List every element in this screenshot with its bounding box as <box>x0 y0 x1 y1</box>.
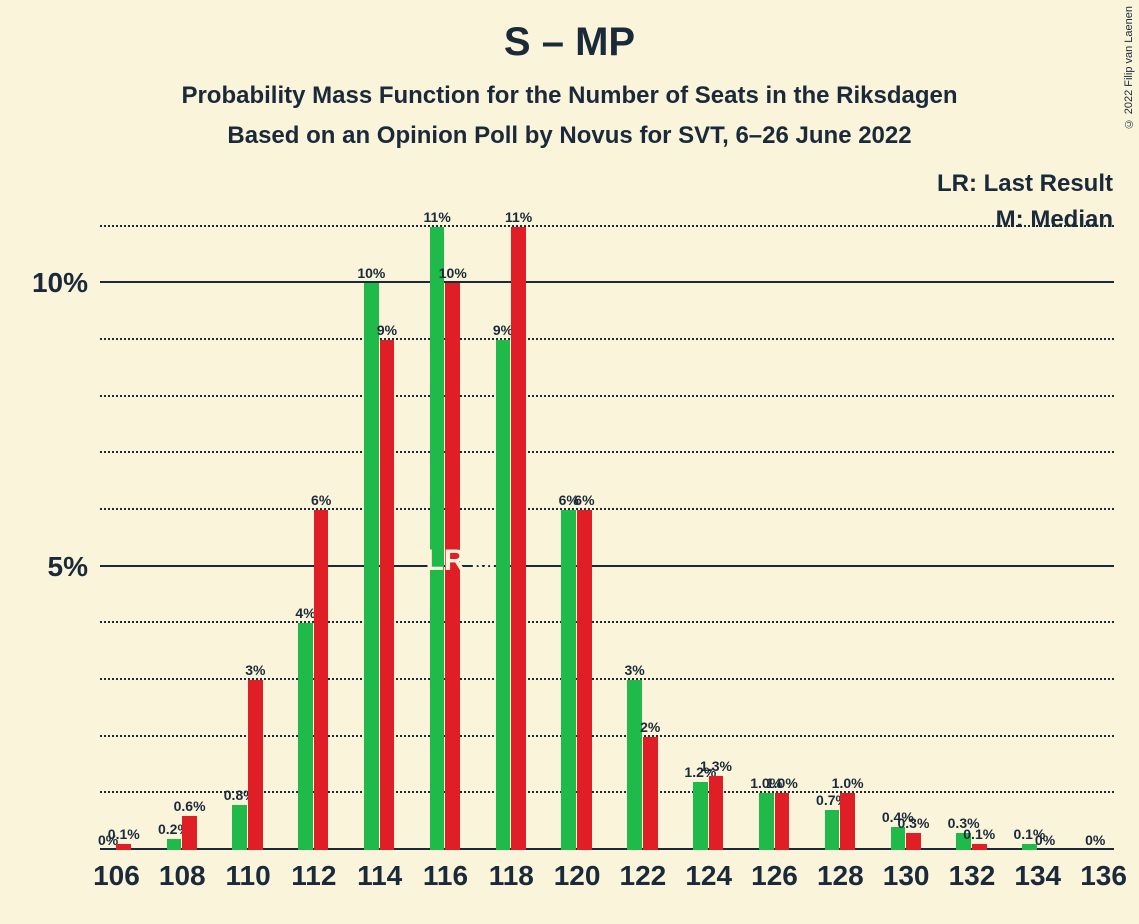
bar-label: 4% <box>295 605 315 621</box>
bar-green: 10% <box>364 283 379 850</box>
major-gridline <box>100 565 1114 567</box>
bar-red: 3% <box>248 680 263 850</box>
x-axis-label: 108 <box>159 860 206 892</box>
bar-red: 0.6% <box>182 816 197 850</box>
bar-green: 11% <box>430 227 445 850</box>
bar-label: 2% <box>640 719 660 735</box>
bar-label: 9% <box>493 322 513 338</box>
bar-green: 0.2% <box>167 839 182 850</box>
bar-label: 11% <box>424 209 451 225</box>
bar-label: 1.3% <box>700 758 732 774</box>
chart-marker: LR <box>425 544 465 578</box>
minor-gridline <box>100 508 1114 510</box>
chart-subtitle-1: Probability Mass Function for the Number… <box>0 82 1139 110</box>
bar-red: 1.3% <box>709 776 724 850</box>
major-gridline <box>100 281 1114 283</box>
x-axis-label: 122 <box>620 860 667 892</box>
bar-label: 0% <box>1085 832 1105 848</box>
bar-label: 0% <box>1035 832 1055 848</box>
bar-red: 11% <box>511 227 526 850</box>
x-axis-label: 120 <box>554 860 601 892</box>
bar-red: 6% <box>314 510 329 850</box>
bar-label: 6% <box>574 492 594 508</box>
bar-green: 4% <box>298 623 313 850</box>
bar-label: 9% <box>377 322 397 338</box>
chart-marker: M <box>471 550 496 584</box>
bar-red: 0.1% <box>972 844 987 850</box>
plot-area: 5%10%0%0.1%0.2%0.6%0.8%3%4%6%10%9%11%10%… <box>100 170 1120 850</box>
pmf-chart: © 2022 Filip van Laenen S – MP Probabili… <box>0 0 1139 924</box>
x-axis-label: 136 <box>1080 860 1127 892</box>
bar-red: 0.1% <box>116 844 131 850</box>
x-axis-label: 134 <box>1014 860 1061 892</box>
minor-gridline <box>100 338 1114 340</box>
bar-red: 1.0% <box>840 793 855 850</box>
bar-label: 3% <box>245 662 265 678</box>
x-axis-label: 118 <box>489 860 534 892</box>
bar-label: 1.0% <box>766 775 798 791</box>
bar-green: 9% <box>496 340 511 850</box>
bar-red: 1.0% <box>775 793 790 850</box>
x-axis-label: 130 <box>883 860 930 892</box>
bar-label: 6% <box>311 492 331 508</box>
bar-green: 3% <box>627 680 642 850</box>
x-axis-label: 114 <box>357 860 402 892</box>
bar-label: 0.6% <box>174 798 206 814</box>
chart-subtitle-2: Based on an Opinion Poll by Novus for SV… <box>0 122 1139 150</box>
minor-gridline <box>100 395 1114 397</box>
minor-gridline <box>100 451 1114 453</box>
bar-red: 6% <box>577 510 592 850</box>
bar-label: 0.3% <box>897 815 929 831</box>
y-axis-label: 5% <box>48 551 88 583</box>
chart-title: S – MP <box>0 20 1139 65</box>
x-axis-label: 112 <box>291 860 336 892</box>
bar-green: 0.7% <box>825 810 840 850</box>
bar-green: 6% <box>561 510 576 850</box>
bar-red: 2% <box>643 737 658 850</box>
x-axis-label: 128 <box>817 860 864 892</box>
x-axis-label: 126 <box>751 860 798 892</box>
x-axis-label: 116 <box>423 860 468 892</box>
bar-label: 1.0% <box>832 775 864 791</box>
x-axis-label: 124 <box>685 860 732 892</box>
x-axis-label: 110 <box>225 860 270 892</box>
bar-label: 0.1% <box>963 826 995 842</box>
bar-green: 1.0% <box>759 793 774 850</box>
minor-gridline <box>100 225 1114 227</box>
x-axis-label: 132 <box>949 860 996 892</box>
bar-red: 0.3% <box>906 833 921 850</box>
bar-green: 1.2% <box>693 782 708 850</box>
bar-label: 3% <box>624 662 644 678</box>
bar-green: 0.8% <box>232 805 247 850</box>
bar-red: 9% <box>380 340 395 850</box>
bar-label: 10% <box>357 265 385 281</box>
bar-label: 0.1% <box>108 826 140 842</box>
minor-gridline <box>100 621 1114 623</box>
bar-label: 11% <box>505 209 532 225</box>
y-axis-label: 10% <box>32 267 88 299</box>
bar-label: 10% <box>439 265 467 281</box>
x-axis-label: 106 <box>93 860 140 892</box>
